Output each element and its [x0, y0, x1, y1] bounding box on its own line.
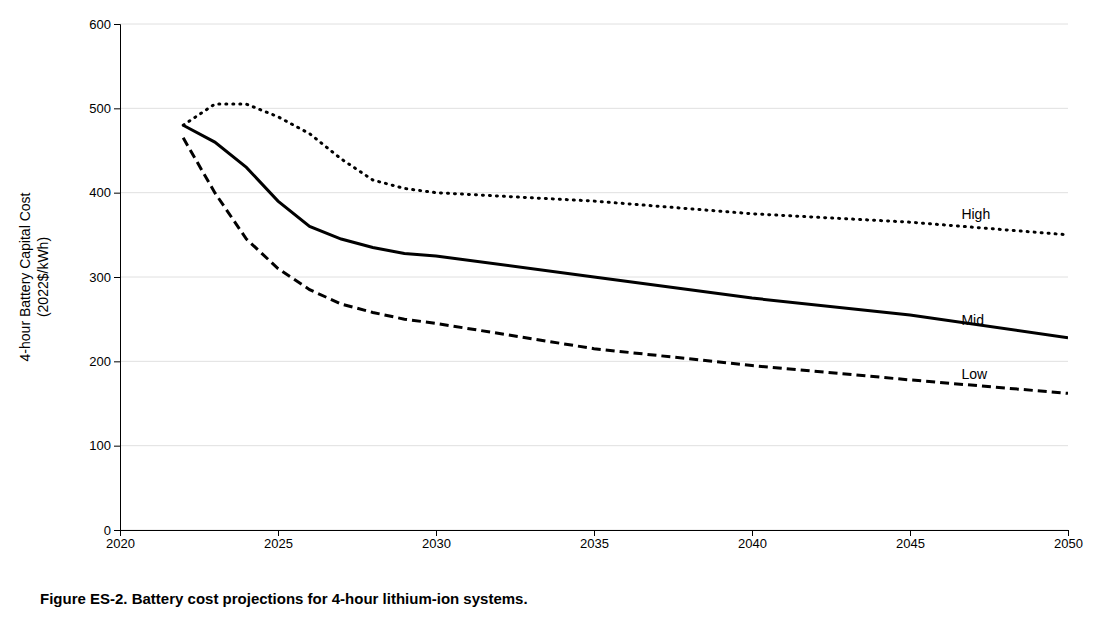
tick-label: 500 [89, 101, 111, 116]
tick: 400 [89, 185, 120, 200]
tick-label: 400 [89, 185, 111, 200]
y-axis-title: 4-hour Battery Capital Cost(2022$/kWh) [17, 192, 51, 361]
tick: 2050 [1054, 530, 1083, 551]
tick: 600 [89, 17, 120, 32]
tick: 2045 [896, 530, 925, 551]
tick: 500 [89, 101, 120, 116]
tick-label: 600 [89, 17, 111, 32]
annotation: Low [961, 366, 988, 382]
line [183, 125, 1068, 338]
tick-label: 2040 [738, 536, 767, 551]
line [183, 104, 1068, 235]
tick: 100 [89, 438, 120, 453]
tick: 2040 [738, 530, 767, 551]
tick-mark [114, 530, 120, 531]
tick-label: 2030 [422, 536, 451, 551]
annotations: High Mid Low [961, 206, 990, 382]
grid-line [120, 445, 1068, 446]
tick-label: 200 [89, 354, 111, 369]
y-axis: 0 100 200 300 400 500 600 [89, 17, 120, 538]
annotation: Mid [961, 312, 984, 328]
chart: 2020 2025 2030 2035 2040 2045 2050 0 100 200 300 40… [0, 0, 1108, 630]
tick-mark [1068, 530, 1069, 536]
grid-line [120, 192, 1068, 193]
grid-line [120, 108, 1068, 109]
tick-mark [436, 530, 437, 536]
tick-mark [752, 530, 753, 536]
title: Figure ES-2. Battery cost projections fo… [40, 590, 528, 607]
tick: 0 [104, 523, 120, 538]
tick: 2025 [264, 530, 293, 551]
tick: 2035 [580, 530, 609, 551]
axis-line [114, 25, 121, 531]
tick-label: 2020 [106, 536, 135, 551]
line [183, 138, 1068, 394]
axis-line [121, 531, 1069, 537]
tick-label: 300 [89, 270, 111, 285]
tick-label: 2050 [1054, 536, 1083, 551]
tick-mark [114, 24, 120, 25]
tick-mark [114, 361, 120, 362]
tick-label: 100 [89, 438, 111, 453]
tick-mark [114, 193, 120, 194]
tick: 300 [89, 270, 120, 285]
tick-label: 2025 [264, 536, 293, 551]
grid [120, 24, 1068, 530]
tick-label: 2045 [896, 536, 925, 551]
plot: 2020 2025 2030 2035 2040 2045 2050 0 100 200 300 40… [89, 17, 1083, 552]
tick-mark [114, 446, 120, 447]
grid-line [120, 24, 1068, 25]
tick-mark [278, 530, 279, 536]
x-axis: 2020 2025 2030 2035 2040 2045 2050 [106, 530, 1083, 551]
annotation: High [961, 206, 990, 222]
tick-label: 2035 [580, 536, 609, 551]
tick-mark [594, 530, 595, 536]
tick: 200 [89, 354, 120, 369]
tick-label: 0 [104, 523, 111, 538]
tick: 2030 [422, 530, 451, 551]
grid-line [120, 361, 1068, 362]
lines [183, 104, 1068, 393]
tick-mark [910, 530, 911, 536]
tick-mark [114, 277, 120, 278]
tick-mark [114, 108, 120, 109]
